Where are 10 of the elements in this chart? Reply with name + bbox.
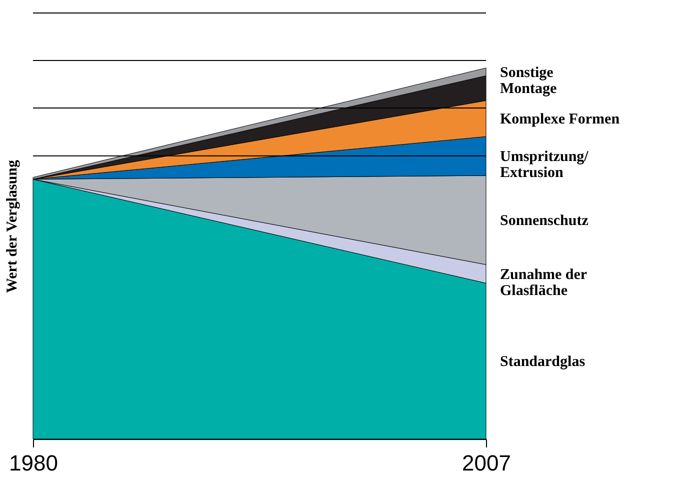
series-label: Sonnenschutz <box>500 213 589 230</box>
series-label: Zunahme der Glasfläche <box>500 266 588 299</box>
series-label: Sonstige <box>500 64 554 81</box>
x-tick-label: 1980 <box>9 450 58 476</box>
series-label: Komplexe Formen <box>500 112 620 128</box>
series-label: Montage <box>500 81 557 98</box>
x-tick-label: 2007 <box>462 450 511 476</box>
series-label: Standardglas <box>500 354 586 370</box>
y-axis-title: Wert der Verglasung <box>4 159 20 294</box>
series-label: Umspritzung/ Extrusion <box>500 149 590 182</box>
